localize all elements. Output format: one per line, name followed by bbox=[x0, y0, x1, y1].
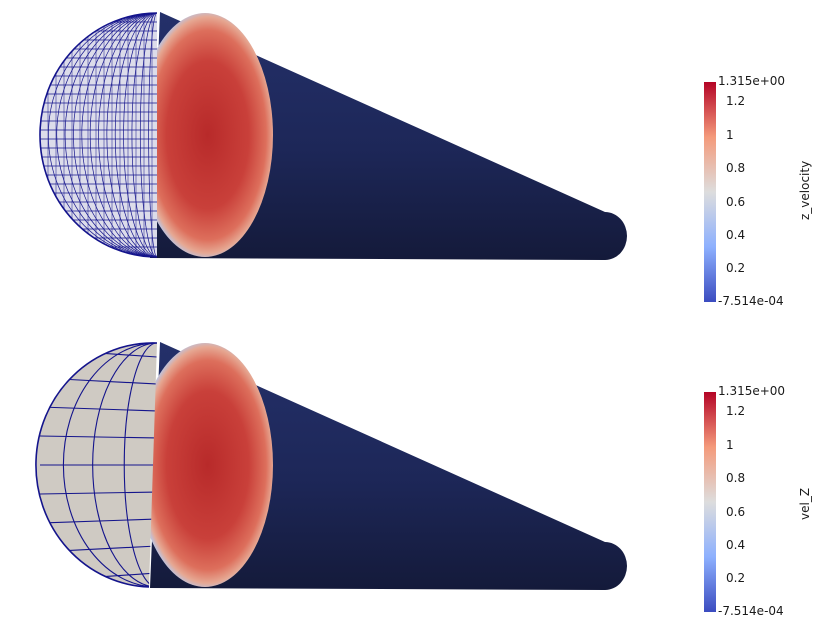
colorbar-tick-label: 0.2 bbox=[726, 261, 746, 276]
mesh-latitude bbox=[39, 406, 158, 412]
mesh-longitude bbox=[106, 13, 157, 257]
mesh-hemisphere bbox=[39, 12, 158, 258]
colorbar-tick-label: 0.6 bbox=[726, 504, 746, 519]
mesh-longitude bbox=[64, 13, 157, 257]
colorbar-tick-label: 0.4 bbox=[726, 537, 746, 552]
mesh-longitude bbox=[89, 13, 157, 257]
mesh-longitude bbox=[81, 13, 157, 257]
colorbar-max-label: 1.315e+00 bbox=[718, 74, 786, 88]
mesh-longitude bbox=[123, 13, 157, 257]
colorbar-tick-label: 1 bbox=[726, 127, 734, 142]
mesh-longitude bbox=[56, 13, 157, 257]
colorbar-tick-label: 0.4 bbox=[726, 227, 746, 242]
colorbar-tick-label: 1 bbox=[726, 437, 734, 452]
colorbar-min-label: -7.514e-04 bbox=[718, 294, 784, 308]
top-view bbox=[39, 12, 716, 302]
mesh-hemisphere bbox=[35, 342, 158, 588]
mesh-longitude bbox=[98, 13, 157, 257]
colorbar-top bbox=[704, 82, 716, 302]
colorbar-tick-label: 0.6 bbox=[726, 194, 746, 209]
colorbar-max-label: 1.315e+00 bbox=[718, 384, 786, 398]
mesh-latitude bbox=[39, 518, 158, 524]
colorbar-min-label: -7.514e-04 bbox=[718, 604, 784, 618]
colorbar-tick-label: 0.8 bbox=[726, 471, 746, 486]
velocity-face bbox=[137, 343, 273, 587]
colorbar-gradient bbox=[704, 392, 716, 612]
mesh-longitude bbox=[131, 13, 157, 257]
mesh-latitude bbox=[39, 491, 158, 495]
mesh-longitude bbox=[139, 13, 157, 257]
colorbar-title: vel_Z bbox=[798, 487, 812, 520]
mesh-longitude bbox=[148, 13, 157, 257]
pipe-body bbox=[150, 12, 627, 260]
mesh-longitude bbox=[114, 13, 157, 257]
colorbar-tick-label: 0.2 bbox=[726, 571, 746, 586]
colorbar-bottom bbox=[704, 392, 716, 612]
mesh-latitude bbox=[39, 435, 158, 439]
colorbar-tick-label: 1.2 bbox=[726, 404, 746, 419]
velocity-face bbox=[137, 13, 273, 257]
bottom-view bbox=[35, 342, 716, 612]
colorbar-tick-label: 0.8 bbox=[726, 161, 746, 176]
colorbar-title: z_velocity bbox=[798, 160, 812, 220]
colorbar-tick-label: 1.2 bbox=[726, 94, 746, 109]
colorbar-gradient bbox=[704, 82, 716, 302]
pipe-body bbox=[150, 342, 627, 590]
mesh-longitude bbox=[48, 13, 157, 257]
mesh-longitude bbox=[73, 13, 157, 257]
